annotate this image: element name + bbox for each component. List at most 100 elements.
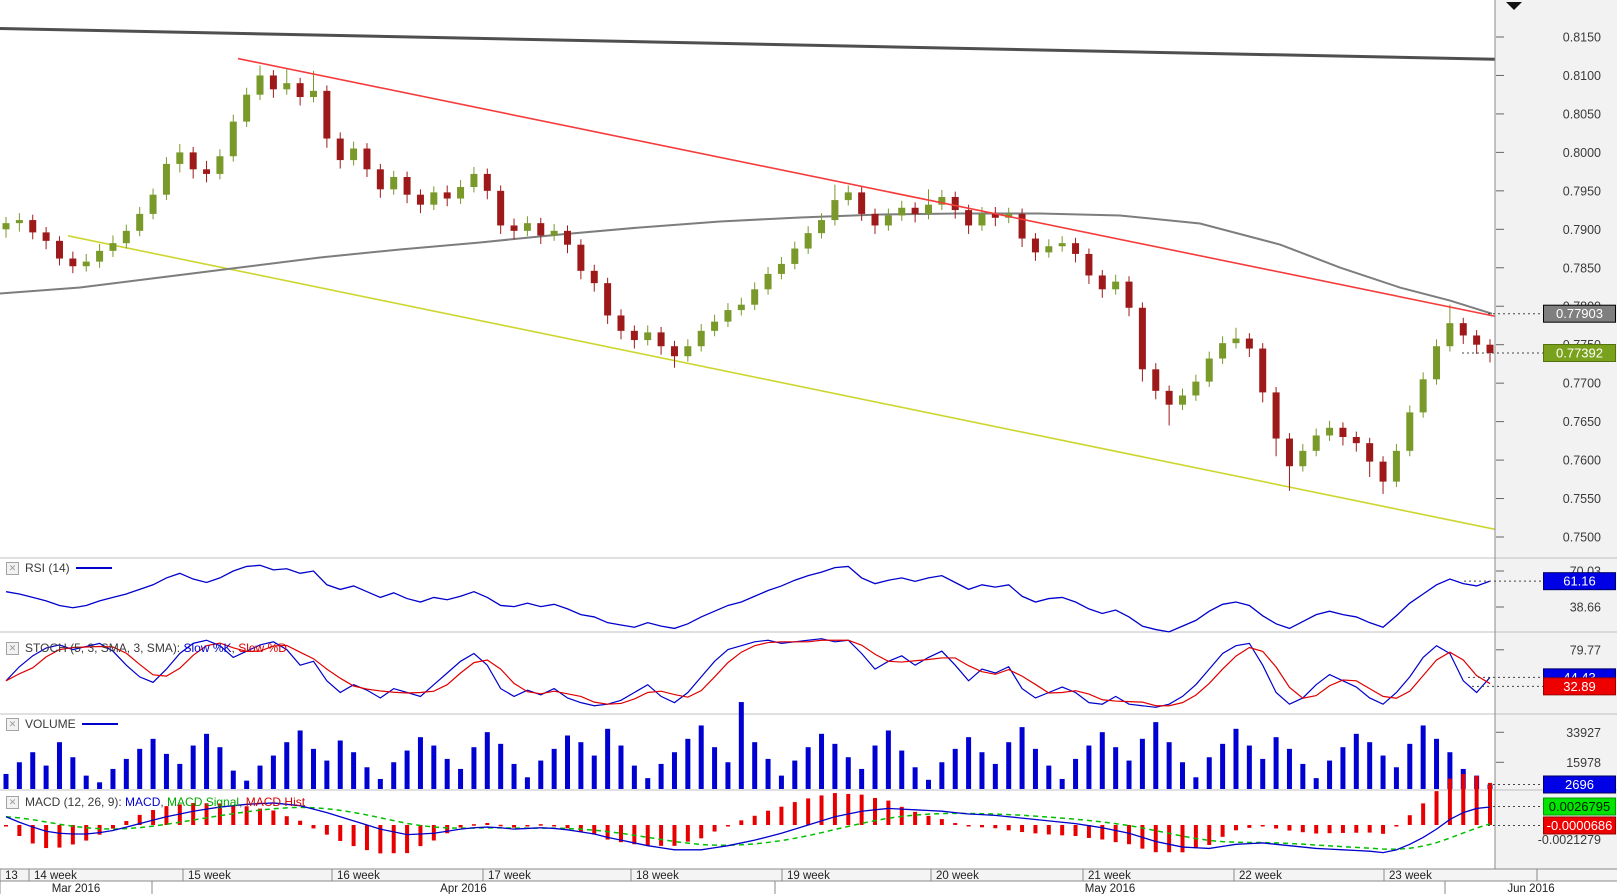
candle[interactable] [831, 200, 839, 221]
macd-histogram-bar[interactable] [832, 793, 837, 825]
candle[interactable] [697, 330, 705, 347]
macd-histogram-bar[interactable] [645, 825, 650, 846]
macd-histogram-bar[interactable] [685, 825, 690, 842]
macd-histogram-bar[interactable] [1287, 825, 1292, 831]
candle[interactable] [924, 204, 932, 214]
volume-bar[interactable] [56, 742, 62, 789]
macd-histogram-bar[interactable] [1434, 791, 1439, 825]
macd-histogram-bar[interactable] [699, 825, 704, 839]
candle[interactable] [1205, 358, 1213, 382]
candle[interactable] [1473, 335, 1481, 345]
candle[interactable] [938, 196, 946, 205]
volume-bar[interactable] [324, 760, 330, 789]
candle[interactable] [804, 233, 812, 249]
candle[interactable] [82, 261, 90, 267]
candle[interactable] [1018, 213, 1026, 239]
volume-bar[interactable] [992, 763, 998, 789]
macd-histogram-bar[interactable] [966, 825, 971, 827]
candle[interactable] [15, 220, 23, 224]
volume-bar[interactable] [912, 767, 918, 789]
candle[interactable] [1192, 381, 1200, 396]
candle[interactable] [296, 83, 304, 97]
volume-bar[interactable] [859, 768, 865, 789]
macd-histogram-bar[interactable] [97, 825, 102, 835]
candle[interactable] [1219, 343, 1227, 359]
volume-bar[interactable] [137, 748, 143, 789]
macd-histogram-bar[interactable] [1327, 825, 1332, 834]
candle[interactable] [363, 148, 371, 170]
volume-bar[interactable] [805, 747, 811, 789]
macd-histogram-bar[interactable] [258, 808, 263, 825]
candle[interactable] [711, 321, 719, 331]
volume-bar[interactable] [30, 752, 36, 789]
volume-bar[interactable] [16, 762, 22, 789]
candle[interactable] [1245, 338, 1253, 349]
volume-bar[interactable] [1113, 747, 1119, 789]
macd-histogram-bar[interactable] [17, 825, 22, 837]
volume-bar[interactable] [1260, 758, 1266, 789]
macd-histogram-bar[interactable] [618, 825, 623, 843]
macd-histogram-bar[interactable] [445, 825, 450, 834]
volume-bar[interactable] [391, 762, 397, 789]
volume-bar[interactable] [484, 732, 490, 789]
macd-histogram-bar[interactable] [592, 825, 597, 835]
volume-bar[interactable] [310, 748, 316, 789]
macd-histogram-bar[interactable] [1006, 825, 1011, 831]
macd-histogram-bar[interactable] [1100, 825, 1105, 840]
macd-histogram-bar[interactable] [70, 825, 75, 845]
macd-histogram-bar[interactable] [284, 816, 289, 825]
macd-histogram-bar[interactable] [1020, 825, 1025, 833]
macd-histogram-bar[interactable] [926, 815, 931, 825]
volume-bar[interactable] [110, 768, 116, 789]
volume-bar[interactable] [337, 740, 343, 789]
volume-bar[interactable] [1046, 765, 1052, 789]
volume-bar[interactable] [1286, 748, 1292, 789]
indicator-close-icon[interactable]: ✕ [6, 717, 19, 731]
volume-bar[interactable] [471, 747, 477, 789]
volume-bar[interactable] [1153, 722, 1159, 789]
candle[interactable] [1459, 323, 1467, 336]
macd-histogram-bar[interactable] [164, 806, 169, 825]
volume-bar[interactable] [1006, 742, 1012, 789]
macd-histogram-bar[interactable] [859, 794, 864, 825]
macd-histogram-bar[interactable] [124, 820, 129, 825]
volume-bar[interactable] [43, 765, 49, 789]
volume-bar[interactable] [83, 775, 89, 789]
macd-histogram-bar[interactable] [552, 825, 557, 827]
volume-bar[interactable] [605, 728, 611, 789]
volume-bar[interactable] [377, 778, 383, 789]
macd-histogram-bar[interactable] [110, 825, 115, 829]
candle[interactable] [497, 190, 505, 226]
candle[interactable] [1058, 243, 1066, 247]
macd-histogram-bar[interactable] [672, 825, 677, 846]
volume-bar[interactable] [1246, 745, 1252, 789]
macd-histogram-bar[interactable] [819, 795, 824, 825]
macd-histogram-bar[interactable] [1180, 825, 1185, 853]
candle[interactable] [564, 230, 572, 245]
volume-bar[interactable] [899, 750, 905, 789]
macd-histogram-bar[interactable] [57, 825, 62, 848]
volume-bar[interactable] [444, 758, 450, 789]
candle[interactable] [149, 194, 157, 214]
indicator-close-icon[interactable]: ✕ [6, 795, 19, 809]
volume-bar[interactable] [123, 758, 129, 789]
macd-histogram-bar[interactable] [1461, 774, 1466, 825]
candle[interactable] [577, 244, 585, 271]
volume-bar[interactable] [1233, 728, 1239, 789]
volume-bar[interactable] [845, 757, 851, 789]
candle[interactable] [1446, 323, 1454, 347]
candle[interactable] [42, 232, 50, 241]
candle[interactable] [69, 258, 77, 267]
candle[interactable] [617, 315, 625, 331]
candle[interactable] [1366, 443, 1374, 462]
volume-bar[interactable] [1393, 767, 1399, 789]
volume-bar[interactable] [645, 778, 651, 789]
volume-bar[interactable] [1367, 742, 1373, 789]
candle[interactable] [1072, 243, 1080, 254]
candle[interactable] [1379, 461, 1387, 482]
candle[interactable] [844, 192, 852, 201]
macd-histogram-bar[interactable] [578, 825, 583, 832]
candle[interactable] [457, 186, 465, 199]
macd-histogram-bar[interactable] [739, 820, 744, 825]
